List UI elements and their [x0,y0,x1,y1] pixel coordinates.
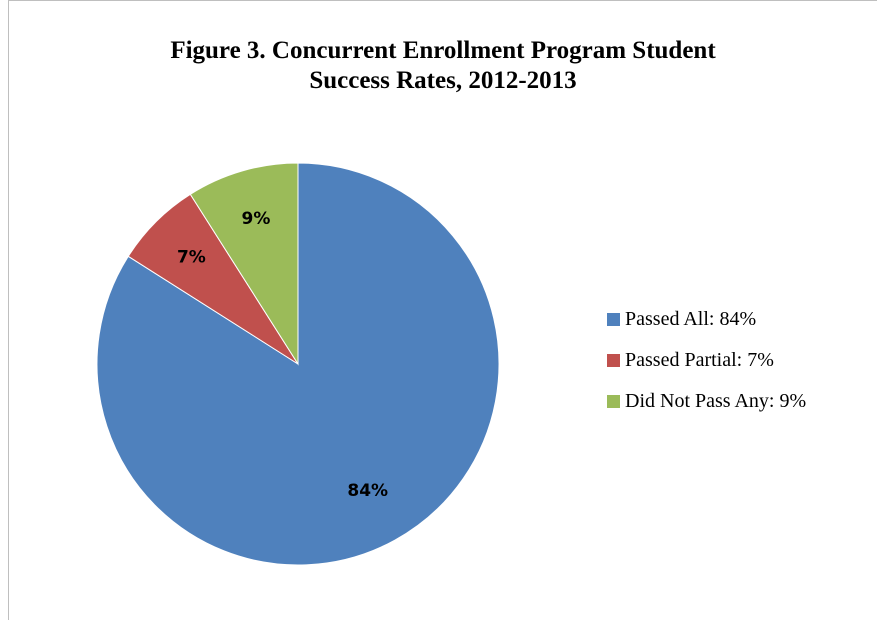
data-label-passed-partial: 7% [177,247,206,267]
legend-swatch [607,312,620,326]
legend-swatch [607,353,620,367]
pie-chart: 84% 7% 9% [96,162,500,566]
chart-area: Figure 3. Concurrent Enrollment Program … [8,0,877,620]
legend-item-did-not-pass-any: Did Not Pass Any: 9% [607,389,806,413]
legend-label: Passed Partial: 7% [625,349,774,371]
legend-item-passed-all: Passed All: 84% [607,307,806,331]
chart-title-line-2: Success Rates, 2012-2013 [309,67,577,94]
legend-item-passed-partial: Passed Partial: 7% [607,348,806,372]
chart-title: Figure 3. Concurrent Enrollment Program … [9,36,877,96]
data-label-did-not-pass-any: 9% [242,209,271,229]
pie-slice-did-not-pass-any [189,162,299,366]
legend-label: Did Not Pass Any: 9% [625,390,807,412]
legend: Passed All: 84% Passed Partial: 7% Did Not… [607,307,806,430]
legend-label: Passed All: 84% [625,308,757,330]
data-label-passed-all: 84% [347,481,388,501]
legend-swatch [607,394,620,408]
chart-title-line-1: Figure 3. Concurrent Enrollment Program … [170,37,716,64]
